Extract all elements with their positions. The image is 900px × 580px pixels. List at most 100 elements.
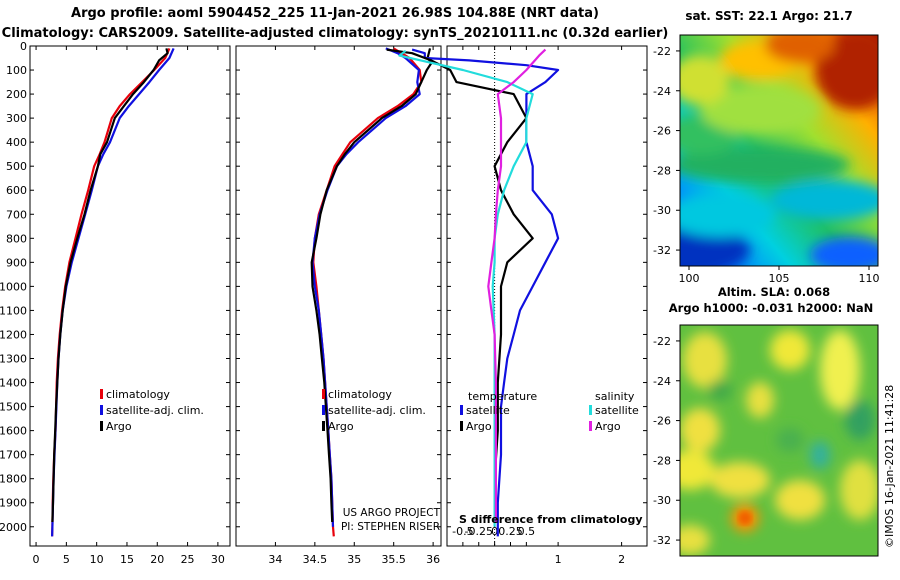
depth-tick-label: 600 [6,184,27,197]
depth-tick-label: 1600 [0,425,27,438]
salinity-profile-x-tick-label: 36 [426,553,440,566]
depth-tick-label: 900 [6,256,27,269]
depth-tick-label: 700 [6,208,27,221]
legend-swatch [322,405,325,415]
legend-swatch [100,421,103,431]
depth-tick-label: 1500 [0,401,27,414]
difference-from-climatology-x-tick-label: -0.5 [452,525,473,538]
legend-label: satellite [466,404,510,417]
sla-title: Altim. SLA: 0.068 [718,285,830,299]
depth-tick-label: 100 [6,64,27,77]
legend-swatch [322,421,325,431]
legend-swatch [589,421,592,431]
salinity-profile-series-Argo [310,48,433,523]
legend-swatch [589,405,592,415]
sst-heatmap [680,35,878,266]
difference-from-climatology-x-tick-label: -0.25 [465,525,493,538]
sst-map-y-tick-label: -28 [653,164,671,177]
sla-map-y-tick-label: -26 [653,415,671,428]
sst-map-x-tick-label: 110 [859,272,880,285]
depth-tick-label: 800 [6,232,27,245]
depth-tick-label: 500 [6,160,27,173]
legend-label: satellite [595,404,639,417]
difference-from-climatology-frame [446,45,648,547]
depth-tick-label: 1900 [0,497,27,510]
depth-tick-label: 400 [6,136,27,149]
salinity-profile-x-tick-label: 34 [268,553,282,566]
temperature-profile-x-tick-label: 0 [33,553,40,566]
sla-heatmap [680,325,878,556]
depth-tick-label: 200 [6,88,27,101]
depth-tick-label: 0 [20,40,27,53]
depth-tick-label: 1300 [0,353,27,366]
credit-pi: PI: STEPHEN RISER [341,521,440,533]
depth-tick-label: 300 [6,112,27,125]
depth-tick-label: 2000 [0,521,27,534]
difference-from-climatology-series-salinity-Argo [487,48,547,522]
legend-swatch [322,389,325,399]
depth-tick-label: 1400 [0,377,27,390]
sla-map-frame [679,324,879,557]
credit-project: US ARGO PROJECT [343,507,441,519]
temperature-profile-x-tick-label: 20 [150,553,164,566]
difference-from-climatology-x-tick-label: 1 [555,553,562,566]
depth-tick-label: 1700 [0,449,27,462]
legend-swatch [460,421,463,431]
legend-title-salinity: salinity [595,390,635,403]
legend-label: Argo [595,420,621,433]
temperature-profile-x-tick-label: 5 [63,553,70,566]
legend-label: Argo [106,420,132,433]
depth-tick-label: 1000 [0,280,27,293]
temperature-profile-series-climatology [51,47,171,537]
temperature-profile-x-tick-label: 10 [90,553,104,566]
sla-map-y-tick-label: -24 [653,375,671,388]
temperature-profile-series-Argo [51,48,169,523]
sst-map-y-tick-label: -30 [653,204,671,217]
legend-label: climatology [106,388,170,401]
depth-tick-label: 1200 [0,328,27,341]
sst-map-y-tick-label: -22 [653,45,671,58]
legend-swatch [100,389,103,399]
title-line-2: Climatology: CARS2009. Satellite-adjuste… [1,26,669,41]
difference-from-climatology-series-temperature-satellite [411,48,560,537]
footer-stamp: ©IMOS 16-Jan-2021 11:41:28 [883,385,896,548]
legend-label: Argo [466,420,492,433]
legend-label: Argo [328,420,354,433]
temperature-profile-frame [29,45,231,547]
difference-from-climatology-x-tick-label: 0.25 [498,525,523,538]
legend-label: satellite-adj. clim. [106,404,204,417]
sst-map-y-tick-label: -24 [653,85,671,98]
depth-tick-label: 1800 [0,473,27,486]
salinity-profile-x-tick-label: 34.5 [303,553,328,566]
sla-map-y-tick-label: -30 [653,494,671,507]
temperature-profile-x-tick-label: 30 [211,553,225,566]
difference-from-climatology-x-tick-label: 0 [491,525,498,538]
salinity-profile-x-tick-label: 35.5 [381,553,406,566]
title-line-1: Argo profile: aoml 5904452_225 11-Jan-20… [71,6,599,21]
depth-tick-label: 1100 [0,304,27,317]
difference-from-climatology-x-tick-label: 2 [618,553,625,566]
sla-map-y-tick-label: -22 [653,335,671,348]
sst-title: sat. SST: 22.1 Argo: 21.7 [685,9,852,23]
legend-swatch [100,405,103,415]
legend-label: climatology [328,388,392,401]
legend-swatch [460,405,463,415]
sst-map-y-tick-label: -26 [653,125,671,138]
salinity-profile-x-tick-label: 35 [347,553,361,566]
legend-label: satellite-adj. clim. [328,404,426,417]
sst-map-x-tick-label: 100 [679,272,700,285]
sst-map-y-tick-label: -32 [653,244,671,257]
sla-map-y-tick-label: -32 [653,534,671,547]
difference-from-climatology-series-temperature-Argo [386,48,534,522]
sla-map-y-tick-label: -28 [653,454,671,467]
temperature-profile-x-tick-label: 15 [120,553,134,566]
temperature-profile-x-tick-label: 25 [181,553,195,566]
salinity-profile-frame [235,45,442,547]
sst-map-x-tick-label: 105 [769,272,790,285]
difference-from-climatology-series-salinity-satellite [398,49,534,527]
difference-from-climatology-x-tick-label: 0.5 [518,525,536,538]
sla-subtitle: Argo h1000: -0.031 h2000: NaN [669,301,873,315]
legend-title-temperature: temperature [468,390,537,403]
